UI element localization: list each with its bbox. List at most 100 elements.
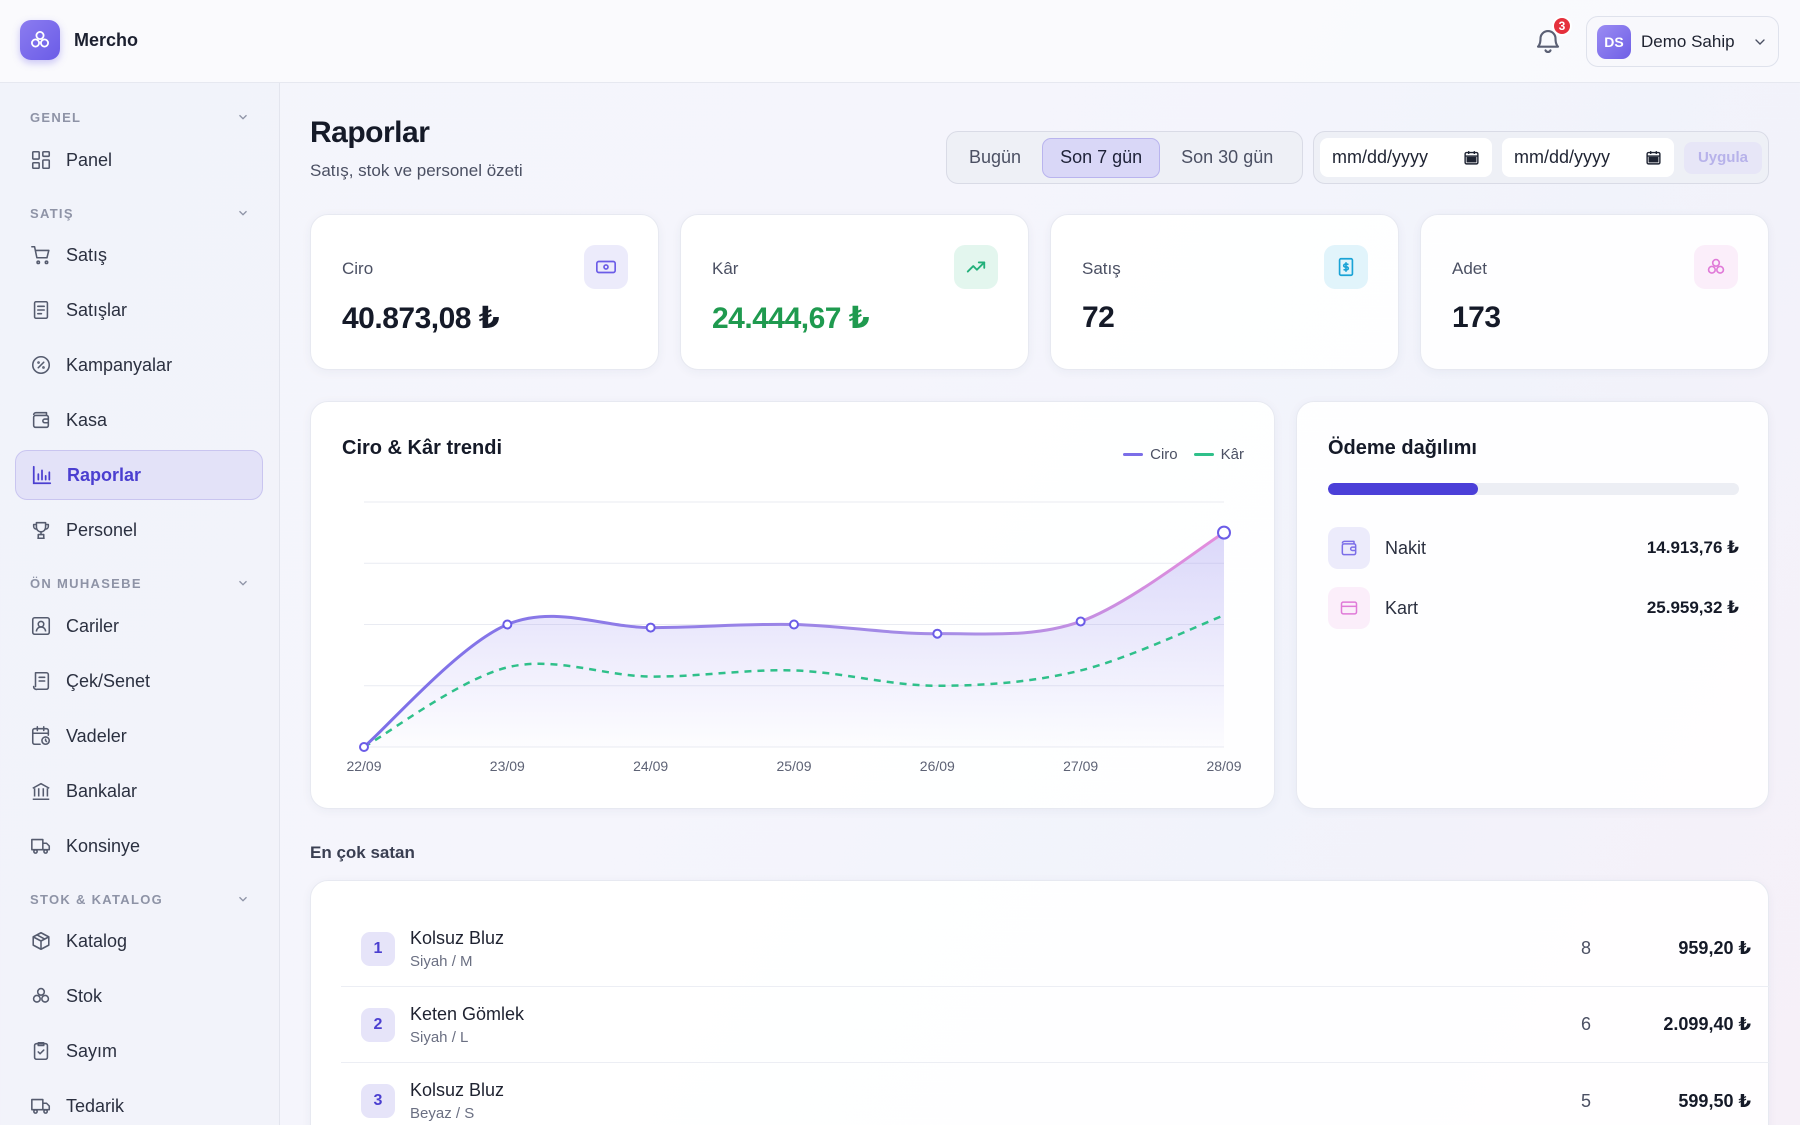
- payment-label: Kart: [1385, 597, 1419, 618]
- ciro-area: [364, 532, 1224, 747]
- kpi-value: 72: [1082, 301, 1115, 334]
- x-tick-label: 28/09: [1206, 758, 1241, 774]
- sidebar-section-satis[interactable]: SATIŞ: [30, 203, 250, 223]
- scroll-icon: [32, 671, 50, 691]
- contact-icon: [31, 616, 51, 636]
- rank-badge: 2: [361, 1007, 395, 1042]
- sidebar-item-label: Kasa: [66, 409, 108, 430]
- kpi-value: 173: [1452, 301, 1501, 334]
- apply-button[interactable]: Uygula: [1683, 141, 1762, 174]
- sidebar-item-label: Satışlar: [66, 299, 128, 320]
- user-menu[interactable]: DS Demo Sahip: [1586, 16, 1779, 67]
- sidebar-item-label: Satış: [66, 244, 108, 265]
- ciro-point: [789, 619, 799, 630]
- page-title: Raporlar: [310, 116, 430, 149]
- sidebar-item-label: Stok: [66, 985, 103, 1006]
- range-7-days-button[interactable]: Son 7 gün: [1042, 137, 1161, 178]
- sidebar-item-panel[interactable]: Panel: [15, 135, 263, 185]
- legend-label: Ciro: [1150, 446, 1178, 463]
- sidebar-item-label: Kampanyalar: [66, 354, 173, 375]
- ciro-point: [1075, 616, 1086, 627]
- sidebar-item-vadeler[interactable]: Vadeler: [15, 711, 263, 761]
- table-row[interactable]: 1 Kolsuz Bluz Siyah / M 8 959,20 ₺: [341, 911, 1771, 987]
- x-tick-label: 22/09: [346, 758, 381, 774]
- kpi-label: Satış: [1082, 259, 1121, 278]
- bell-icon[interactable]: [1533, 26, 1563, 56]
- calendar-icon: [1646, 151, 1661, 165]
- sidebar-item-kampanyalar[interactable]: Kampanyalar: [15, 340, 263, 390]
- range-30-days-button[interactable]: Son 30 gün: [1181, 147, 1274, 167]
- kpi-card-ciro: Ciro 40.873,08 ₺: [310, 214, 659, 370]
- sidebar-item-satis[interactable]: Satış: [15, 230, 263, 280]
- range-today-button[interactable]: Bugün: [969, 147, 1022, 167]
- sidebar-item-kasa[interactable]: Kasa: [15, 395, 263, 445]
- section-label: SATIŞ: [30, 205, 74, 221]
- sidebar-section-stok-katalog[interactable]: STOK & KATALOG: [30, 889, 250, 909]
- x-tick-label: 26/09: [920, 758, 955, 774]
- x-tick-label: 24/09: [633, 758, 668, 774]
- payment-share-bar: [1328, 483, 1739, 495]
- app-name: Mercho: [74, 29, 139, 50]
- trend-chart: 22/09 23/09 24/09 25/09 26/09 27/09 28/09: [346, 501, 1242, 774]
- ciro-point: [1217, 525, 1231, 540]
- box-icon: [32, 931, 50, 951]
- clipboard-check-icon: [33, 1041, 49, 1061]
- sidebar-item-katalog[interactable]: Katalog: [15, 916, 263, 966]
- receipt-dollar-icon: [1324, 245, 1368, 289]
- user-name: Demo Sahip: [1641, 31, 1735, 51]
- quantity: 5: [1580, 1090, 1591, 1111]
- top-header: Mercho 3 DS Demo Sahip: [0, 0, 1800, 83]
- trophy-icon: [32, 521, 50, 540]
- sidebar-item-personel[interactable]: Personel: [15, 505, 263, 555]
- brand-logo-icon: [20, 20, 60, 60]
- product-name: Kolsuz Bluz: [410, 927, 505, 948]
- chevron-down-icon: [239, 114, 247, 120]
- sidebar-section-genel[interactable]: GENEL: [30, 107, 250, 127]
- sidebar-item-label: Cariler: [66, 615, 120, 636]
- sidebar-item-sayim[interactable]: Sayım: [15, 1026, 263, 1076]
- section-label: GENEL: [30, 109, 82, 125]
- percent-icon: [31, 355, 51, 375]
- sidebar-item-raporlar[interactable]: Raporlar: [15, 450, 263, 500]
- sidebar-item-cariler[interactable]: Cariler: [15, 601, 263, 651]
- sidebar-item-label: Vadeler: [66, 725, 127, 746]
- chevron-down-icon: [239, 210, 247, 216]
- chevron-down-icon: [239, 580, 247, 586]
- table-row[interactable]: 2 Keten Gömlek Siyah / L 6 2.099,40 ₺: [341, 987, 1771, 1063]
- truck-icon: [31, 1098, 51, 1114]
- sidebar-item-tedarik[interactable]: Tedarik: [15, 1081, 263, 1125]
- bar-chart-icon: [32, 465, 52, 485]
- banknote-icon: [584, 245, 628, 289]
- sidebar-item-satislar[interactable]: Satışlar: [15, 285, 263, 335]
- brand[interactable]: Mercho: [20, 20, 138, 60]
- sidebar-item-bankalar[interactable]: Bankalar: [15, 766, 263, 816]
- cart-icon: [31, 245, 50, 265]
- sidebar-section-on-muhasebe[interactable]: ÖN MUHASEBE: [30, 573, 250, 593]
- sidebar-item-cek-senet[interactable]: Çek/Senet: [15, 656, 263, 706]
- boxes-icon: [32, 987, 50, 1003]
- chevron-down-icon: [239, 896, 247, 902]
- chart-legend: Ciro Kâr: [1123, 446, 1244, 463]
- sidebar-item-label: Konsinye: [66, 835, 141, 856]
- sidebar-item-label: Tedarik: [66, 1095, 125, 1116]
- payment-distribution-card: Ödeme dağılımı Nakit 14.913,76 ₺ Kart 25…: [1296, 401, 1769, 809]
- date-to-input[interactable]: mm/dd/yyyy: [1501, 138, 1674, 177]
- x-tick-label: 27/09: [1063, 758, 1098, 774]
- sidebar-item-konsinye[interactable]: Konsinye: [15, 821, 263, 871]
- avatar: DS: [1597, 24, 1631, 59]
- table-row[interactable]: 3 Kolsuz Bluz Beyaz / S 5 599,50 ₺: [341, 1063, 1771, 1125]
- date-from-input[interactable]: mm/dd/yyyy: [1320, 138, 1492, 177]
- top-selling-card: 1 Kolsuz Bluz Siyah / M 8 959,20 ₺ 2 Ket…: [310, 880, 1771, 1125]
- payment-label: Nakit: [1385, 537, 1427, 558]
- kpi-value: 24.444,67 ₺: [712, 302, 870, 335]
- sidebar-item-stok[interactable]: Stok: [15, 971, 263, 1021]
- rank-badge: 1: [361, 931, 395, 966]
- custom-date-range: mm/dd/yyyy mm/dd/yyyy Uygula: [1313, 131, 1769, 184]
- wallet-icon: [1328, 527, 1370, 569]
- x-tick-label: 25/09: [776, 758, 811, 774]
- date-from-value: mm/dd/yyyy: [1332, 147, 1429, 167]
- sidebar-item-label: Sayım: [66, 1040, 118, 1061]
- chevron-down-icon: [1752, 34, 1768, 50]
- date-to-value: mm/dd/yyyy: [1513, 147, 1610, 167]
- amount: 599,50 ₺: [1678, 1090, 1751, 1111]
